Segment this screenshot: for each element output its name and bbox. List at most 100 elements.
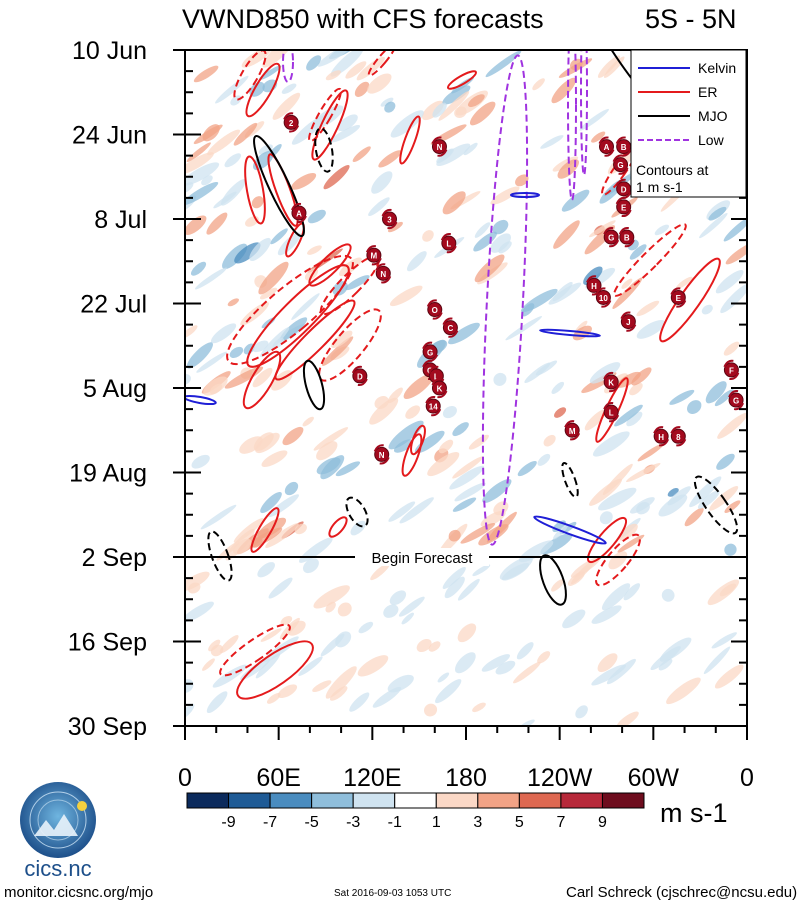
y-tick-label: 8 Jul — [94, 206, 147, 234]
anomaly-blob — [631, 367, 652, 386]
er-contour — [219, 623, 291, 677]
footer-url: monitor.cicsnc.org/mjo — [4, 884, 154, 901]
anomaly-blob — [658, 494, 688, 517]
storm-marker: F — [723, 359, 740, 381]
anomaly-blob — [229, 346, 244, 359]
anomaly-blob — [307, 209, 326, 224]
er-contour — [613, 223, 687, 297]
storm-marker: 3 — [381, 208, 398, 230]
anomaly-blob — [215, 75, 249, 104]
anomaly-blob — [384, 101, 396, 113]
storm-marker-label: 2 — [289, 119, 294, 128]
anomaly-blob — [352, 146, 371, 163]
legend-note-line2: 1 m s-1 — [636, 179, 683, 195]
anomaly-blob — [473, 231, 497, 252]
anomaly-blob — [213, 191, 237, 209]
colorbar-swatch — [435, 792, 479, 809]
colorbar-swatch — [518, 792, 562, 809]
storm-marker-label: L — [446, 240, 451, 249]
y-tick-label: 10 Jun — [72, 37, 147, 65]
colorbar-label: -7 — [263, 814, 277, 831]
storm-marker: K — [603, 371, 620, 393]
anomaly-blob — [481, 654, 510, 672]
anomaly-blob — [330, 125, 361, 143]
anomaly-blob — [251, 196, 264, 209]
anomaly-blob — [601, 583, 631, 611]
anomaly-blob — [463, 142, 478, 156]
anomaly-blob — [331, 330, 353, 349]
anomaly-blob — [370, 562, 390, 581]
anomaly-blob — [185, 601, 214, 623]
anomaly-blob — [399, 497, 434, 524]
anomaly-blob — [617, 534, 645, 553]
anomaly-blob — [454, 106, 467, 118]
anomaly-blob — [357, 655, 389, 677]
anomaly-blob — [490, 186, 520, 205]
anomaly-blob — [599, 511, 613, 525]
anomaly-blob — [629, 382, 643, 396]
anomaly-blob — [543, 434, 556, 447]
anomaly-blob — [618, 523, 638, 541]
anomaly-blob — [307, 245, 322, 255]
anomaly-blob — [389, 590, 407, 606]
er-contour — [244, 155, 266, 225]
storm-marker-label: G — [427, 348, 433, 357]
anomaly-blob — [210, 323, 237, 344]
anomaly-blob — [717, 412, 747, 439]
anomaly-blob — [185, 571, 210, 592]
storm-marker-label: H — [591, 282, 597, 291]
anomaly-blob — [312, 105, 344, 129]
storm-marker-label: G — [608, 234, 614, 243]
anomaly-blob — [705, 381, 727, 404]
anomaly-blob — [371, 171, 393, 194]
anomaly-blob — [233, 538, 252, 555]
anomaly-blob — [588, 220, 616, 238]
anomaly-blob — [306, 55, 322, 71]
storm-markers: D2NABGDAE3GBLMNH10EOJCGQDLKFK14GLMH8N — [283, 64, 744, 465]
anomaly-blob — [284, 481, 299, 496]
y-axis: 10 Jun 24 Jun 8 Jul 22 Jul 5 Aug 19 Aug 2 Sep 1… — [68, 37, 747, 741]
storm-marker: E — [615, 196, 632, 218]
low-contour — [580, 50, 588, 176]
anomaly-blob — [257, 562, 276, 578]
forecast-label: Begin Forecast — [372, 550, 474, 567]
x-tick-label: 0 — [178, 764, 192, 792]
anomaly-blob — [424, 703, 438, 717]
anomaly-blob — [349, 692, 370, 712]
anomaly-blob — [389, 285, 423, 307]
storm-marker: B — [615, 136, 632, 157]
storm-marker: 8 — [670, 426, 687, 447]
anomaly-blob — [185, 182, 194, 194]
colorbar-swatch — [228, 792, 271, 809]
anomaly-blob — [320, 455, 345, 480]
storm-marker-label: E — [621, 203, 627, 212]
anomaly-blob — [452, 456, 484, 479]
anomaly-blob — [537, 453, 551, 466]
anomaly-blob — [513, 661, 541, 684]
colorbar-label: -3 — [346, 814, 360, 831]
cicsnc-logo: cics.nc — [20, 782, 96, 880]
anomaly-blob — [467, 94, 485, 108]
storm-marker: 14 — [425, 395, 442, 417]
er-contour — [401, 433, 423, 477]
legend-label: Kelvin — [698, 60, 736, 76]
anomaly-blob — [703, 646, 731, 675]
colorbar-swatch — [394, 792, 437, 809]
anomaly-blob — [452, 422, 469, 437]
low-contour — [282, 50, 294, 83]
anomaly-blob — [442, 566, 466, 589]
chart-title: VWND850 with CFS forecasts — [182, 4, 544, 34]
anomaly-blob — [591, 664, 627, 686]
storm-marker: K — [431, 377, 448, 399]
colorbar-swatch — [186, 792, 230, 809]
anomaly-blob — [317, 50, 354, 67]
anomaly-blob — [442, 85, 471, 105]
storm-marker: D — [351, 365, 368, 387]
anomaly-blob — [636, 320, 666, 339]
anomaly-blob — [259, 287, 278, 300]
anomaly-blob — [185, 679, 194, 693]
anomaly-blob — [345, 61, 367, 79]
anomaly-blob — [358, 621, 374, 634]
anomaly-blob — [277, 232, 301, 256]
